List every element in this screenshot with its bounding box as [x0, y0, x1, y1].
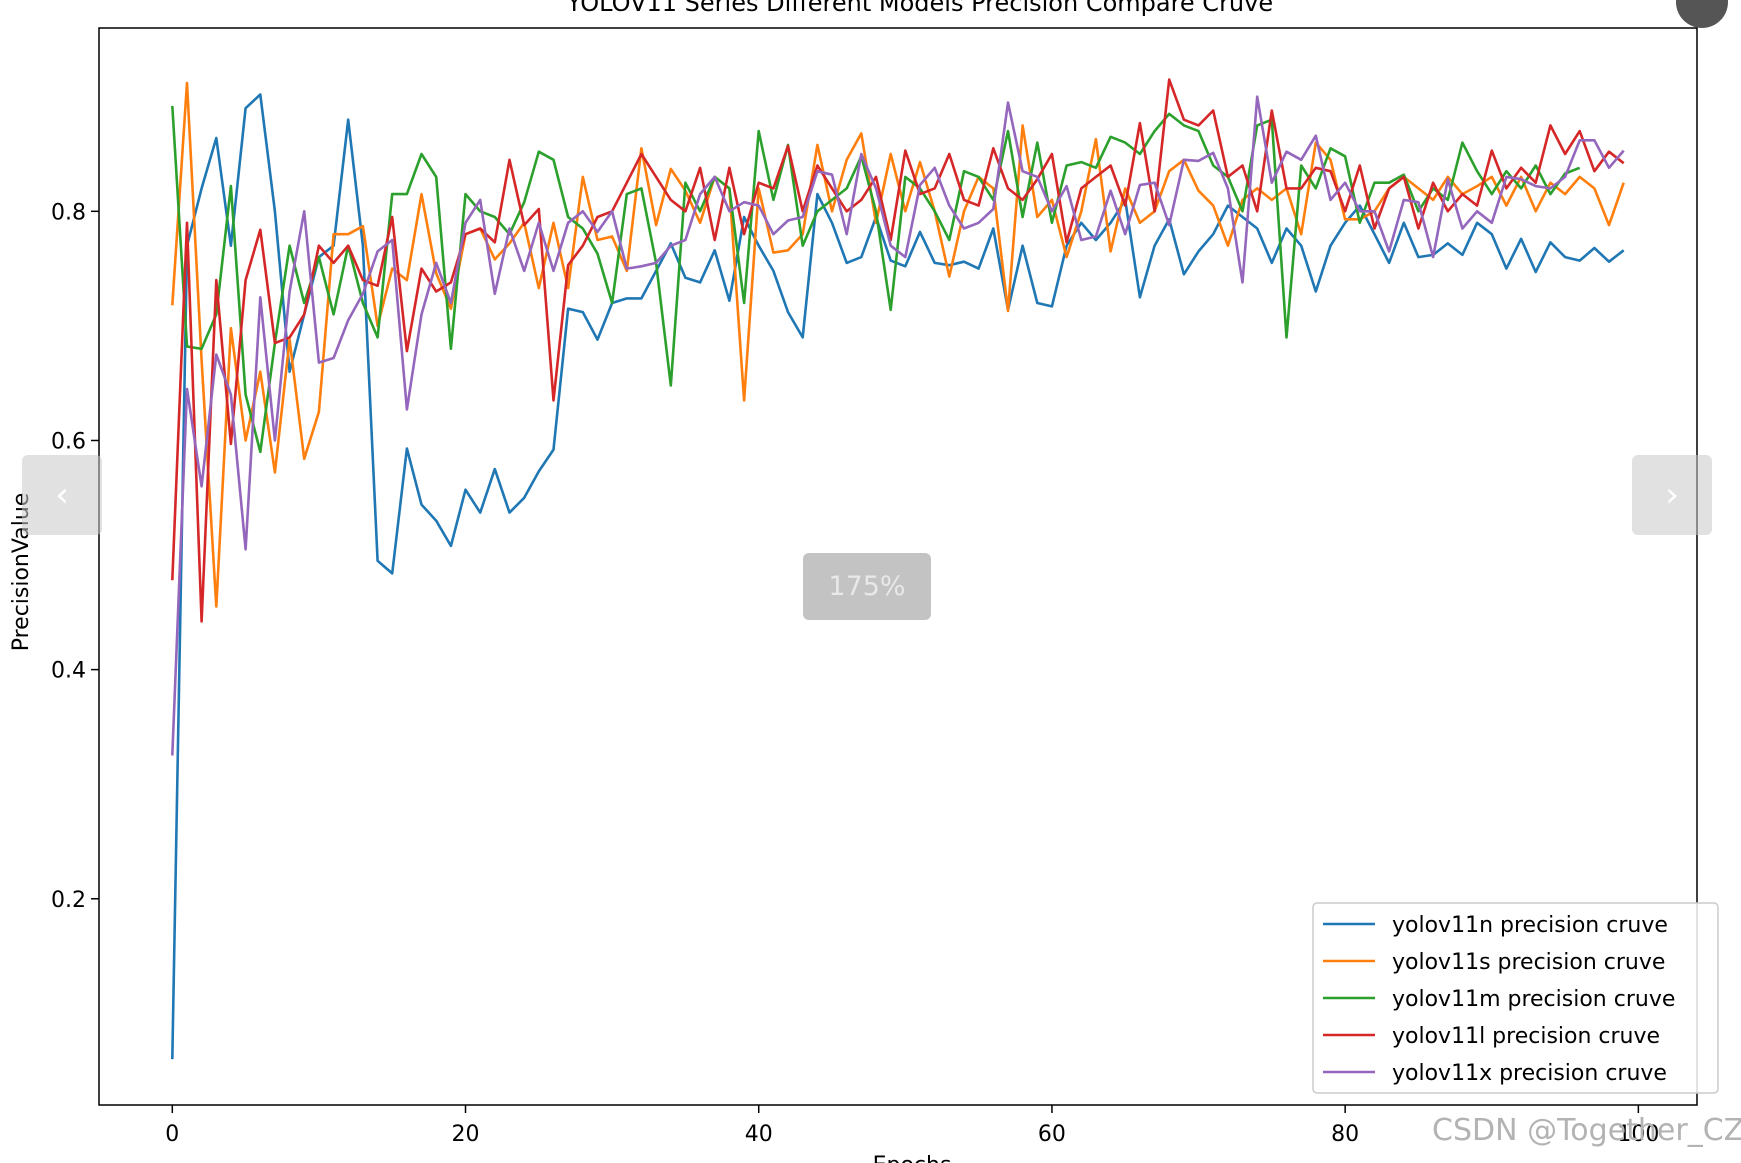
legend-label-2: yolov11s precision cruve [1392, 950, 1665, 975]
chevron-left-icon: ‹ [55, 475, 69, 515]
legend-label-3: yolov11m precision cruve [1392, 987, 1675, 1012]
x-axis-ticks: 0 20 40 60 80 100 [165, 1105, 1659, 1147]
legend-box [1312, 902, 1719, 1094]
series-line-3 [171, 105, 1581, 454]
previous-image-button[interactable]: ‹ [22, 455, 102, 535]
y-axis-ticks: 0.2 0.4 0.6 0.8 [51, 200, 99, 913]
watermark-text: CSDN @Together_CZ [1432, 1113, 1741, 1148]
series-line-5 [171, 95, 1625, 756]
y-tick-label: 0.4 [51, 659, 86, 684]
next-image-button[interactable]: › [1632, 455, 1712, 535]
x-tick-label: 60 [1038, 1122, 1066, 1147]
x-tick-label: 40 [745, 1122, 773, 1147]
x-tick-label: 20 [452, 1122, 480, 1147]
plot-frame [98, 27, 1698, 1106]
x-tick-label: 80 [1331, 1122, 1359, 1147]
chevron-right-icon: › [1665, 475, 1679, 515]
y-tick-label: 0.2 [51, 888, 86, 913]
legend-label-5: yolov11x precision cruve [1392, 1061, 1667, 1086]
x-axis-label: Epochs [873, 1153, 952, 1163]
zoom-level-badge: 175% [803, 553, 931, 620]
series-lines [171, 78, 1625, 1060]
series-line-2 [171, 81, 1625, 608]
chart-title: YOLOV11 Series Different Models Precisio… [566, 0, 1273, 17]
legend-label-4: yolov11l precision cruve [1392, 1024, 1660, 1049]
series-line-4 [171, 78, 1625, 623]
y-tick-label: 0.8 [51, 200, 86, 225]
x-tick-label: 100 [1617, 1122, 1659, 1147]
legend-label-1: yolov11n precision cruve [1392, 913, 1668, 938]
series-line-1 [171, 93, 1625, 1060]
x-tick-label: 0 [165, 1122, 179, 1147]
legend: yolov11n precision cruve yolov11s precisi… [1312, 902, 1719, 1094]
y-tick-label: 0.6 [51, 429, 86, 454]
